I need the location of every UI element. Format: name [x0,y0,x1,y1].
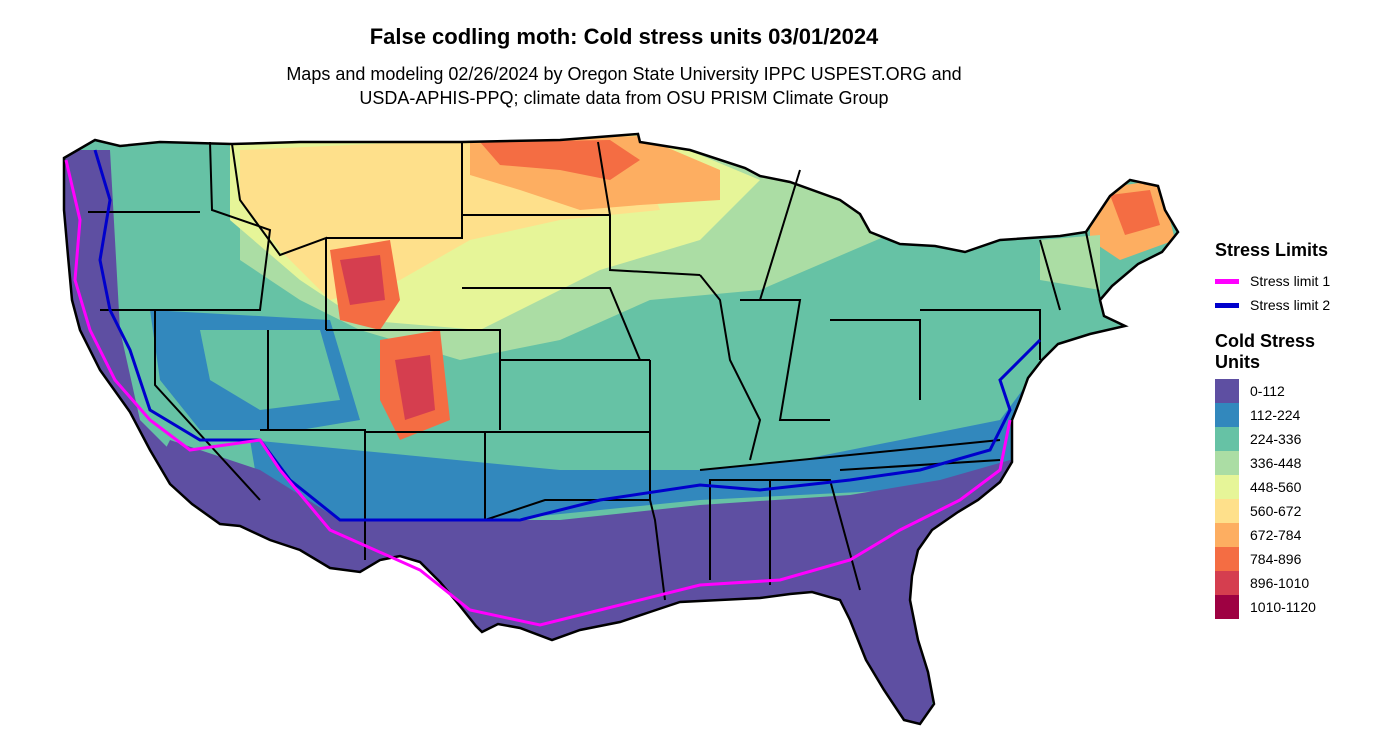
unit-label-1: 112-224 [1250,407,1301,423]
ny-vt-border [1039,239,1061,311]
unit-entry-8: 896-1010 [1215,571,1395,595]
unit-swatch-0 [1215,379,1239,403]
unit-entry-1: 112-224 [1215,403,1395,427]
ia-il-border [699,274,762,461]
unit-label-6: 672-784 [1250,527,1302,543]
units-legend-title-line-2: Units [1215,352,1260,372]
il-in-border [740,299,830,421]
zone-224-336-basin [200,330,340,410]
al-ga-border [770,479,861,591]
unit-label-3: 336-448 [1250,455,1302,471]
mn-border [597,141,701,276]
stress-limit-2-swatch [1215,302,1239,308]
or-id-nv-border [100,141,272,311]
state-boundaries [88,141,1101,601]
unit-entry-4: 448-560 [1215,475,1395,499]
unit-label-0: 0-112 [1250,383,1285,399]
unit-swatch-8 [1215,571,1239,595]
unit-label-7: 784-896 [1250,551,1302,567]
unit-entry-0: 0-112 [1215,379,1395,403]
unit-swatch-6 [1215,523,1239,547]
ms-al-border [709,479,771,585]
sd-ne-border [462,287,641,361]
unit-swatch-7 [1215,547,1239,571]
stress-limit-1-contour [64,159,1012,627]
tn-north-border [699,439,1001,471]
unit-label-8: 896-1010 [1250,575,1310,591]
stress-limit-2-contour [93,149,1042,522]
unit-label-4: 448-560 [1250,479,1302,495]
legend: Stress Limits Stress limit 1 Stress limi… [1215,240,1395,619]
unit-swatch-5 [1215,499,1239,523]
nh-me-border [1085,231,1101,301]
zone-784-896-me [1110,190,1160,235]
unit-swatch-9 [1215,595,1239,619]
zone-896-1010-wy [340,255,385,305]
nc-sc-border [839,459,1001,471]
subtitle-line-2: USDA-APHIS-PPQ; climate data from OSU PR… [359,88,889,108]
zone-896-1010-co [395,355,435,420]
subtitle-line-1: Maps and modeling 02/26/2024 by Oregon S… [286,64,962,84]
unit-label-9: 1010-1120 [1250,599,1316,615]
stress-limit-2-entry: Stress limit 2 [1215,293,1395,317]
us-map [62,132,1180,726]
unit-entry-5: 560-672 [1215,499,1395,523]
unit-swatch-3 [1215,451,1239,475]
ar-la-border [649,360,666,601]
stress-limit-1-label: Stress limit 1 [1250,273,1331,289]
pa-ny-border [920,309,1041,360]
unit-entry-3: 336-448 [1215,451,1395,475]
zone-336-448-ne [1040,235,1100,290]
oh-border [830,319,921,400]
stress-limit-1-swatch [1215,278,1239,284]
id-mt-wy-border [231,143,327,330]
unit-swatch-2 [1215,427,1239,451]
unit-entry-9: 1010-1120 [1215,595,1395,619]
units-legend-title-line-1: Cold Stress [1215,331,1316,351]
unit-entry-7: 784-896 [1215,547,1395,571]
units-legend-title: Cold Stress Units [1215,331,1395,373]
unit-swatch-4 [1215,475,1239,499]
stress-legend-title: Stress Limits [1215,240,1329,260]
map-subtitle: Maps and modeling 02/26/2024 by Oregon S… [0,62,1248,110]
stress-unit-regions [64,134,1178,724]
stress-limit-2-label: Stress limit 2 [1250,297,1331,313]
unit-label-2: 224-336 [1250,431,1302,447]
stress-limit-1-entry: Stress limit 1 [1215,269,1395,293]
zone-112-224-south [250,380,1040,540]
map-title: False codling moth: Cold stress units 03… [369,24,879,49]
unit-entry-6: 672-784 [1215,523,1395,547]
ca-nv-border [154,310,261,501]
unit-swatch-1 [1215,403,1239,427]
unit-entry-2: 224-336 [1215,427,1395,451]
mi-border [759,169,801,301]
wy-co-border [326,329,501,430]
unit-label-5: 560-672 [1250,503,1302,519]
wy-north-border [326,142,463,239]
